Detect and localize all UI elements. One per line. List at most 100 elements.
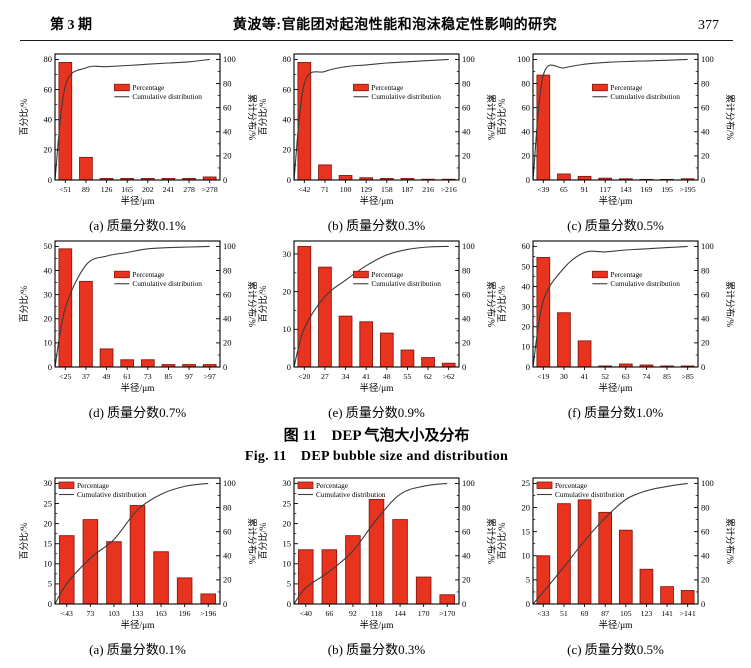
percentage-bar <box>297 245 312 368</box>
y-left-axis-title: 百分比/% <box>496 285 507 323</box>
y-left-tick-label: 60 <box>283 84 292 94</box>
x-tick-label: 41 <box>581 372 589 381</box>
x-tick-label: 30 <box>560 372 568 381</box>
figure11-grid-row2: 0 10 20 30 40 50 0 20 40 60 80 100 <25 37 49 61 73 85 97 >9… <box>14 234 739 421</box>
y-right-axis-title: 累计分布/% <box>486 518 496 565</box>
legend-bar-swatch <box>114 270 130 279</box>
y-right-tick-label: 20 <box>701 338 710 348</box>
y-left-tick-label: 40 <box>44 265 53 275</box>
y-left-tick-label: 10 <box>283 324 292 334</box>
x-tick-label: 92 <box>349 609 357 618</box>
x-axis-title: 半径/μm <box>359 195 394 207</box>
x-tick-label: 69 <box>581 609 589 618</box>
y-right-tick-label: 80 <box>462 78 471 88</box>
x-tick-label: 126 <box>101 185 113 194</box>
y-left-tick-label: 5 <box>526 575 530 585</box>
x-tick-label: 73 <box>86 609 94 618</box>
y-left-tick-label: 20 <box>522 502 531 512</box>
y-right-tick-label: 40 <box>462 127 471 137</box>
percentage-bar <box>557 173 571 181</box>
y-left-tick-label: 20 <box>522 151 531 161</box>
y-right-tick-label: 100 <box>701 241 714 251</box>
y-right-tick-label: 0 <box>223 362 227 372</box>
y-left-tick-label: 20 <box>44 145 53 155</box>
x-tick-label: 216 <box>422 185 434 194</box>
y-left-tick-label: 10 <box>522 551 531 561</box>
x-tick-label: 65 <box>560 185 568 194</box>
chart-top-e-plot: 0 10 20 30 0 20 40 60 80 100 <20 27 34 41 48 55 62 >62 百分比… <box>257 240 496 394</box>
x-tick-label: 63 <box>622 372 630 381</box>
percentage-bar <box>441 362 456 368</box>
x-tick-label: 48 <box>383 372 391 381</box>
y-left-axis-title: 百分比/% <box>257 98 268 136</box>
y-right-tick-label: 0 <box>223 599 227 609</box>
y-left-tick-label: 0 <box>526 175 530 185</box>
y-right-axis-title: 累计分布/% <box>725 518 735 565</box>
percentage-bar <box>318 164 332 181</box>
x-tick-label: 117 <box>599 185 611 194</box>
y-right-tick-label: 40 <box>701 314 710 324</box>
x-tick-label: 61 <box>123 372 131 381</box>
percentage-bar <box>99 348 114 368</box>
legend-bar-swatch <box>353 83 369 92</box>
percentage-bar <box>338 175 353 181</box>
y-right-tick-label: 80 <box>701 78 710 88</box>
legend-bar-swatch <box>536 481 553 489</box>
y-left-tick-label: 0 <box>287 599 291 609</box>
y-left-tick-label: 40 <box>522 127 531 137</box>
y-left-tick-label: 10 <box>522 342 531 352</box>
y-right-tick-label: 0 <box>701 599 705 609</box>
x-tick-label: 133 <box>132 609 144 618</box>
legend-bar-label: Percentage <box>77 481 109 490</box>
percentage-bar <box>359 321 374 368</box>
bottom-grid: 0 5 10 15 20 25 30 0 20 40 60 80 100 <43 73 103 133 163 19… <box>14 471 739 658</box>
y-right-tick-label: 60 <box>223 102 232 112</box>
y-right-tick-label: 20 <box>223 151 232 161</box>
percentage-bar <box>297 61 312 181</box>
legend-line-label: Cumulative distribution <box>555 490 625 499</box>
y-right-tick-label: 80 <box>462 265 471 275</box>
plot-frame <box>54 53 221 181</box>
y-right-tick-label: 40 <box>701 551 710 561</box>
y-right-tick-label: 0 <box>223 175 227 185</box>
y-right-tick-label: 60 <box>462 102 471 112</box>
y-right-tick-label: 40 <box>223 127 232 137</box>
y-right-tick-label: 100 <box>223 54 236 64</box>
y-left-tick-label: 30 <box>44 289 53 299</box>
percentage-bar <box>58 61 73 181</box>
percentage-bar <box>59 535 75 605</box>
percentage-bar <box>129 505 146 605</box>
x-tick-label: 85 <box>663 372 671 381</box>
chart-top-c-plot: 0 20 40 60 80 100 0 20 40 60 80 100 <39 65 91 117 143 169… <box>496 53 735 207</box>
x-tick-label: 195 <box>661 185 673 194</box>
legend-bar-label: Percentage <box>555 481 587 490</box>
x-axis-title: 半径/μm <box>598 382 633 394</box>
chart-caption: (e) 质量分数0.9% <box>328 405 425 420</box>
y-left-tick-label: 20 <box>283 286 292 296</box>
x-tick-label: 37 <box>82 372 90 381</box>
x-tick-label: 52 <box>601 372 609 381</box>
y-left-tick-label: 15 <box>283 539 292 549</box>
cumulative-curve <box>293 58 449 181</box>
x-tick-label: 87 <box>601 609 609 618</box>
y-left-tick-label: 20 <box>283 145 292 155</box>
x-tick-label: 89 <box>82 185 90 194</box>
plot-frame <box>293 240 460 368</box>
cumulative-curve <box>293 482 448 605</box>
legend-bar-label: Percentage <box>610 83 642 92</box>
x-tick-label: 74 <box>643 372 651 381</box>
percentage-bar <box>421 357 435 368</box>
y-right-axis-title: 累计分布/% <box>247 518 257 565</box>
x-tick-label: 71 <box>321 185 329 194</box>
percentage-bar <box>379 332 394 368</box>
y-left-tick-label: 80 <box>522 78 531 88</box>
journal-issue: 第 3 期 <box>50 18 92 33</box>
legend-line-label: Cumulative distribution <box>316 490 386 499</box>
y-left-tick-label: 0 <box>287 175 291 185</box>
percentage-bar <box>557 312 571 368</box>
x-axis-title: 半径/μm <box>359 382 394 394</box>
figure11-caption: 图 11 DEP 气泡大小及分布 Fig. 11 DEP bubble size… <box>14 426 739 467</box>
y-left-tick-label: 20 <box>283 518 292 528</box>
y-right-tick-label: 100 <box>462 241 475 251</box>
y-right-tick-label: 0 <box>701 175 705 185</box>
